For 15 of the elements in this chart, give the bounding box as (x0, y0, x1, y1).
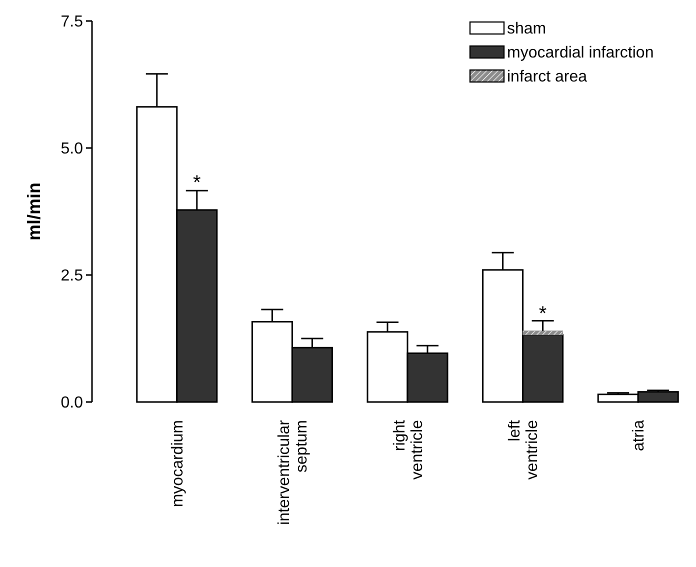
annotation: * (538, 303, 547, 326)
x-tick-label: left ventricle (506, 419, 542, 480)
y-tick-label: 5.0 (60, 140, 84, 158)
y-tick-label: 0.0 (60, 394, 84, 412)
legend-label: sham (507, 20, 546, 38)
y-tick-label: 2.5 (60, 268, 84, 285)
x-tick-label: right ventricle (391, 419, 426, 480)
legend-label: infarct area (507, 68, 588, 86)
legend-label: myocardial infarction (507, 44, 654, 62)
x-tick-label: atria (630, 420, 648, 452)
annotation: * (192, 172, 201, 194)
x-tick-label: interventricular septum (276, 419, 311, 525)
y-tick-label: 7.5 (60, 14, 84, 31)
y-axis-title: ml/min (24, 182, 44, 241)
x-tick-label: myocardium (169, 420, 186, 508)
